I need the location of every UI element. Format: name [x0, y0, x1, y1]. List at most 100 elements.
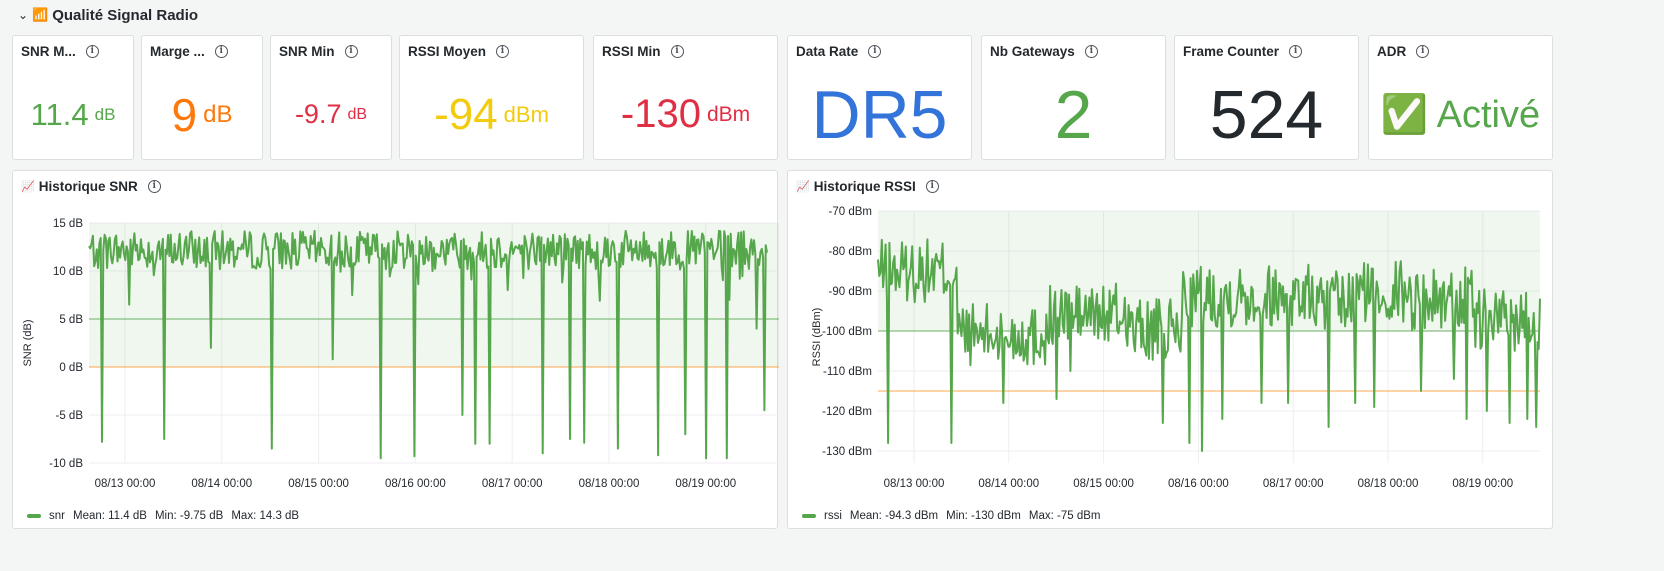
x-tick-label: 08/17 00:00: [1263, 478, 1324, 490]
legend-swatch: [802, 514, 816, 518]
legend-min: Min: -130 dBm: [946, 510, 1021, 522]
info-icon[interactable]: i: [1084, 45, 1098, 58]
snr-legend[interactable]: snr Mean: 11.4 dB Min: -9.75 dB Max: 14.…: [27, 510, 299, 522]
stat-value-block: -94 dBm: [400, 70, 583, 159]
x-tick-label: 08/15 00:00: [1073, 478, 1134, 490]
y-tick-label: -80 dBm: [829, 246, 872, 258]
rssi-legend[interactable]: rssi Mean: -94.3 dBm Min: -130 dBm Max: …: [802, 510, 1100, 522]
row-title: Qualité Signal Radio: [52, 6, 199, 24]
info-icon[interactable]: i: [925, 180, 939, 193]
y-axis-label: RSSI (dBm): [811, 308, 823, 367]
stat-value: ✅ Activé: [1380, 93, 1541, 136]
stat-value: -94: [434, 89, 498, 139]
y-tick-label: -120 dBm: [822, 406, 872, 418]
stat-value-block: 2: [982, 70, 1165, 159]
info-icon[interactable]: i: [1416, 45, 1430, 58]
legend-mean: Mean: 11.4 dB: [72, 510, 147, 522]
x-tick-label: 08/16 00:00: [385, 478, 446, 490]
stat-panel[interactable]: Nb Gateways i 2: [981, 35, 1166, 160]
x-tick-label: 08/14 00:00: [978, 478, 1039, 490]
stat-unit: dBm: [503, 101, 549, 127]
chart-emoji-icon: 📈: [796, 181, 810, 193]
stat-title: Marge ...: [150, 44, 205, 59]
stat-panel[interactable]: Frame Counter i 524: [1174, 35, 1359, 160]
stat-value-block: -9.7 dB: [271, 70, 391, 159]
legend-min: Min: -9.75 dB: [154, 510, 224, 522]
stat-title: SNR Min: [279, 44, 335, 59]
info-icon[interactable]: i: [868, 45, 882, 58]
y-tick-label: -5 dB: [56, 410, 84, 422]
stat-unit: dB: [347, 105, 368, 123]
stat-title: RSSI Min: [602, 44, 661, 59]
stat-panel[interactable]: SNR M... i 11.4 dB: [12, 35, 134, 160]
panel-title: Historique SNR: [38, 179, 138, 194]
row-header-signal-quality[interactable]: ⌄ 📶 Qualité Signal Radio: [18, 4, 198, 26]
stat-value: 524: [1209, 76, 1324, 153]
stat-panel[interactable]: ADR i ✅ Activé: [1368, 35, 1553, 160]
x-tick-label: 08/18 00:00: [1358, 478, 1419, 490]
stat-value: -130: [620, 92, 701, 136]
legend-max: Max: -75 dBm: [1028, 510, 1101, 522]
y-tick-label: 0 dB: [59, 362, 83, 374]
snr-chart[interactable]: 15 dB 10 dB 5 dB 0 dB -5 dB -10 dB 08/13 00:00…: [13, 201, 779, 521]
stat-panel[interactable]: RSSI Moyen i -94 dBm: [399, 35, 584, 160]
stat-value: DR5: [811, 76, 948, 153]
stat-unit: dB: [203, 100, 233, 128]
y-tick-label: 15 dB: [53, 218, 83, 230]
stat-title: Nb Gateways: [990, 44, 1075, 59]
panel-snr-history[interactable]: 📈 Historique SNR i 15 dB 10 dB 5 dB 0 dB -5 …: [12, 170, 779, 529]
y-axis-label: SNR (dB): [22, 319, 34, 366]
x-tick-label: 08/16 00:00: [1168, 478, 1229, 490]
y-tick-label: -100 dBm: [822, 326, 872, 338]
x-tick-label: 08/19 00:00: [1452, 478, 1513, 490]
y-tick-label: -10 dB: [49, 458, 83, 470]
info-icon[interactable]: i: [670, 45, 684, 58]
x-tick-label: 08/15 00:00: [288, 478, 349, 490]
stat-value: -9.7: [294, 99, 342, 129]
stat-value-block: -130 dBm: [594, 70, 777, 159]
stat-title: ADR: [1377, 44, 1407, 59]
series-line-rssi: [877, 238, 1541, 452]
stat-panel[interactable]: Marge ... i 9 dB: [141, 35, 263, 160]
info-icon[interactable]: i: [147, 180, 161, 193]
stat-value: 2: [1054, 76, 1093, 153]
stat-value-block: 524: [1175, 70, 1358, 159]
rssi-chart[interactable]: -70 dBm -80 dBm -90 dBm -100 dBm -110 dBm -12…: [788, 201, 1554, 521]
chart-emoji-icon: 📈: [21, 181, 35, 193]
legend-max: Max: 14.3 dB: [231, 510, 300, 522]
y-tick-label: -130 dBm: [822, 446, 872, 458]
x-tick-label: 08/17 00:00: [482, 478, 543, 490]
stat-title: Frame Counter: [1183, 44, 1280, 59]
series-line-snr: [88, 229, 768, 460]
stat-title: SNR M...: [21, 44, 76, 59]
legend-swatch: [27, 514, 41, 518]
y-tick-label: 5 dB: [59, 314, 83, 326]
info-icon[interactable]: i: [214, 45, 228, 58]
stat-value-block: 11.4 dB: [13, 70, 133, 159]
stat-panel[interactable]: SNR Min i -9.7 dB: [270, 35, 392, 160]
x-tick-label: 08/18 00:00: [579, 478, 640, 490]
stat-title: RSSI Moyen: [408, 44, 487, 59]
stat-value: 9: [171, 88, 198, 141]
panel-rssi-history[interactable]: 📈 Historique RSSI i -70 dBm -80 dBm -90 dB…: [787, 170, 1553, 529]
x-tick-label: 08/13 00:00: [95, 478, 156, 490]
info-icon[interactable]: i: [496, 45, 510, 58]
stat-panel[interactable]: Data Rate i DR5: [787, 35, 972, 160]
stat-panel[interactable]: RSSI Min i -130 dBm: [593, 35, 778, 160]
panel-title: Historique RSSI: [813, 179, 916, 194]
chevron-down-icon: ⌄: [18, 8, 29, 22]
y-tick-label: -70 dBm: [829, 206, 872, 218]
signal-bars-icon: 📶: [32, 7, 49, 22]
legend-series-name: rssi: [824, 510, 842, 522]
x-tick-label: 08/19 00:00: [675, 478, 736, 490]
y-tick-label: 10 dB: [53, 266, 83, 278]
info-icon[interactable]: i: [85, 45, 99, 58]
stat-unit: dBm: [706, 102, 751, 126]
legend-mean: Mean: -94.3 dBm: [849, 510, 939, 522]
info-icon[interactable]: i: [1289, 45, 1303, 58]
stat-value: 11.4: [30, 96, 89, 132]
x-tick-label: 08/13 00:00: [884, 478, 945, 490]
info-icon[interactable]: i: [344, 45, 358, 58]
legend-series-name: snr: [49, 510, 65, 522]
y-tick-label: -110 dBm: [823, 366, 872, 378]
